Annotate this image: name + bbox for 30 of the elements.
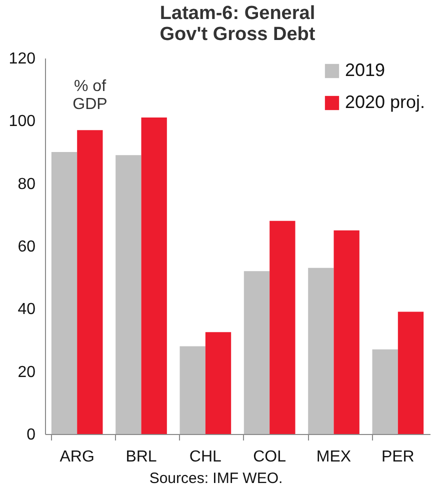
y-tick-label: 120 (8, 50, 36, 68)
annotation: % of GDP (72, 78, 108, 113)
y-tick-label: 100 (8, 113, 36, 130)
legend-label: 2019 (345, 60, 386, 80)
y-tick-label: 60 (18, 238, 36, 256)
x-tick-label: MEX (316, 448, 352, 466)
bar (180, 346, 206, 434)
y-tick-label: 40 (18, 301, 36, 318)
x-tick-label: PER (381, 448, 414, 466)
bar (308, 268, 334, 434)
bar (372, 349, 398, 434)
source-note: Sources: IMF WEO. (148, 470, 284, 487)
bar (205, 332, 232, 434)
x-tick-label: ARG (60, 448, 94, 466)
y-tick-label: 20 (18, 364, 36, 381)
legend-label: 2020 proj. (345, 92, 426, 112)
x-tick-label: CHL (189, 448, 222, 466)
y-tick-label: 80 (18, 176, 36, 193)
bar (334, 230, 360, 434)
bar (398, 312, 424, 434)
chart-title: Latam-6: General Gov't Gross Debt (160, 3, 316, 45)
bar (244, 271, 270, 434)
bar (141, 118, 167, 434)
bar (77, 130, 103, 434)
bar (116, 155, 142, 434)
x-tick-label: COL (253, 448, 286, 466)
y-tick-label: 0 (26, 426, 36, 444)
bar (270, 220, 296, 434)
x-tick-label: BRL (126, 448, 157, 466)
bar (51, 152, 78, 434)
